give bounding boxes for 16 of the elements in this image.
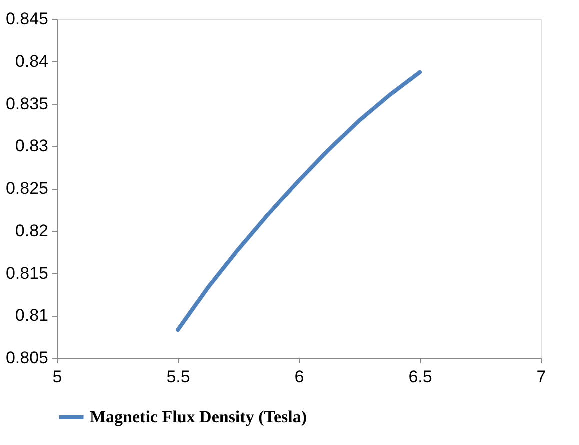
x-tick-label: 7 bbox=[536, 368, 546, 386]
y-tick-label: 0.82 bbox=[15, 221, 48, 240]
y-tick-label: 0.84 bbox=[15, 52, 48, 71]
y-tick-label: 0.805 bbox=[6, 348, 48, 368]
y-tick-label: 0.845 bbox=[6, 10, 48, 28]
y-tick-label: 0.81 bbox=[15, 306, 48, 326]
x-tick-label: 5.5 bbox=[166, 368, 190, 386]
x-tick-label: 6.5 bbox=[408, 368, 432, 386]
y-tick-label: 0.83 bbox=[15, 136, 48, 156]
legend-label: Magnetic Flux Density (Tesla) bbox=[90, 408, 308, 426]
y-tick-label: 0.835 bbox=[6, 94, 48, 114]
line-series bbox=[176, 70, 422, 332]
x-tick-label: 5 bbox=[52, 368, 62, 386]
y-tick-label: 0.815 bbox=[6, 264, 48, 283]
x-tick-label: 6 bbox=[294, 368, 304, 386]
y-tick-label: 0.825 bbox=[6, 179, 48, 198]
